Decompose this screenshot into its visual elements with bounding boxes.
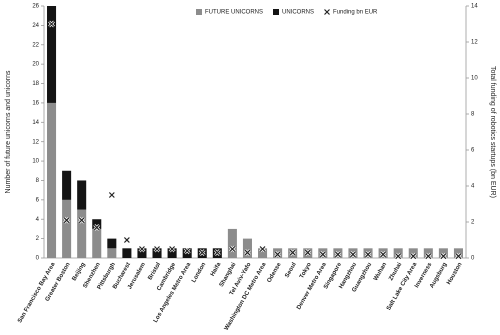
bar-segment [62, 199, 72, 258]
y-tick-label: 4 [36, 217, 40, 223]
funding-marker [154, 246, 160, 252]
bar-segment [62, 170, 72, 200]
funding-marker [395, 253, 402, 260]
bar-segment [92, 219, 102, 229]
bar-segment [107, 238, 117, 249]
y-tick-label: 12 [32, 139, 39, 145]
x-tick-label: Houston [446, 261, 464, 285]
y-tick-label: 8 [36, 178, 40, 184]
funding-marker [350, 251, 356, 258]
bar-segment [152, 248, 162, 258]
funding-marker [229, 246, 236, 252]
x-tick-label: Haifa [210, 261, 223, 277]
funding-marker [199, 249, 206, 256]
bar-segment [453, 248, 463, 258]
x-tick-label: Wuhan [373, 262, 388, 283]
funding-marker [93, 224, 100, 231]
y-tick-label: 16 [32, 101, 39, 107]
x-tick-label: Beijing [72, 262, 87, 283]
legend-swatch [273, 9, 279, 15]
bar-segment [438, 248, 448, 258]
funding-marker [334, 251, 341, 258]
x-tick-label: Zhuhai [388, 262, 403, 282]
bar-segment [47, 6, 57, 103]
funding-marker [304, 249, 311, 256]
bar-segment [47, 102, 57, 258]
legend-label: UNICORNS [282, 10, 314, 16]
y-axis-title: Number of future unicorns and unicorns [5, 70, 12, 193]
y2-tick-label: 10 [471, 76, 478, 82]
y2-axis-title: Total funding of robotics startups (bn E… [489, 66, 496, 198]
bar-segment [182, 248, 192, 258]
bar-segment [393, 248, 403, 258]
funding-marker [48, 21, 55, 27]
x-tick-label: London [191, 262, 207, 284]
y2-tick-label: 4 [471, 184, 475, 190]
funding-marker [380, 251, 387, 258]
legend-label: FUTURE UNICORNS [205, 10, 263, 16]
bar-segment [92, 228, 102, 258]
funding-marker [410, 253, 417, 260]
funding-marker [108, 192, 115, 198]
y-tick-label: 14 [32, 120, 39, 126]
funding-marker [455, 253, 462, 260]
y2-tick-label: 6 [471, 148, 475, 154]
funding-marker [169, 246, 176, 252]
bar-segment [423, 248, 433, 258]
x-tick-label: Tokyo [299, 262, 313, 280]
y-tick-label: 2 [36, 236, 40, 242]
y-tick-label: 18 [32, 81, 39, 87]
funding-marker [214, 249, 221, 256]
y2-tick-label: 8 [471, 112, 475, 118]
funding-marker [365, 251, 371, 258]
funding-marker [184, 247, 191, 254]
y-tick-label: 24 [32, 23, 39, 29]
funding-marker [289, 249, 296, 256]
bar-segment [122, 248, 132, 258]
bar-segment [167, 248, 177, 258]
y-tick-label: 26 [32, 4, 39, 10]
x-tick-label: Bristol [147, 262, 162, 282]
y-tick-label: 10 [32, 159, 39, 165]
legend-label: Funding bn EUR [333, 10, 378, 16]
funding-marker [259, 246, 266, 252]
legend-swatch [196, 9, 202, 15]
funding-marker [244, 249, 251, 256]
bar-segment [137, 248, 147, 258]
funding-marker [139, 246, 145, 252]
x-tick-label: Odense [267, 261, 284, 284]
bar-segment [408, 248, 418, 258]
y2-tick-label: 12 [471, 40, 478, 46]
funding-marker [440, 253, 447, 260]
y2-tick-label: 2 [471, 220, 475, 226]
y-tick-label: 20 [32, 62, 39, 68]
funding-marker [274, 251, 281, 258]
funding-marker [319, 251, 326, 258]
funding-marker [123, 237, 130, 243]
bar-segment [242, 238, 252, 258]
funding-marker [78, 217, 85, 224]
bar-segment [227, 228, 237, 258]
bar-segment [77, 180, 87, 210]
bar-segment [107, 248, 117, 258]
funding-marker [63, 217, 70, 224]
funding-marker [425, 253, 432, 260]
bar-segment [258, 248, 268, 258]
funding-marker [324, 9, 330, 15]
y-tick-label: 22 [32, 42, 39, 48]
x-tick-label: Seoul [284, 262, 298, 279]
y2-tick-label: 14 [471, 4, 478, 10]
y-tick-label: 0 [36, 256, 40, 262]
y2-tick-label: 0 [471, 256, 475, 262]
y-tick-label: 6 [36, 197, 40, 203]
bar-segment [77, 209, 87, 258]
